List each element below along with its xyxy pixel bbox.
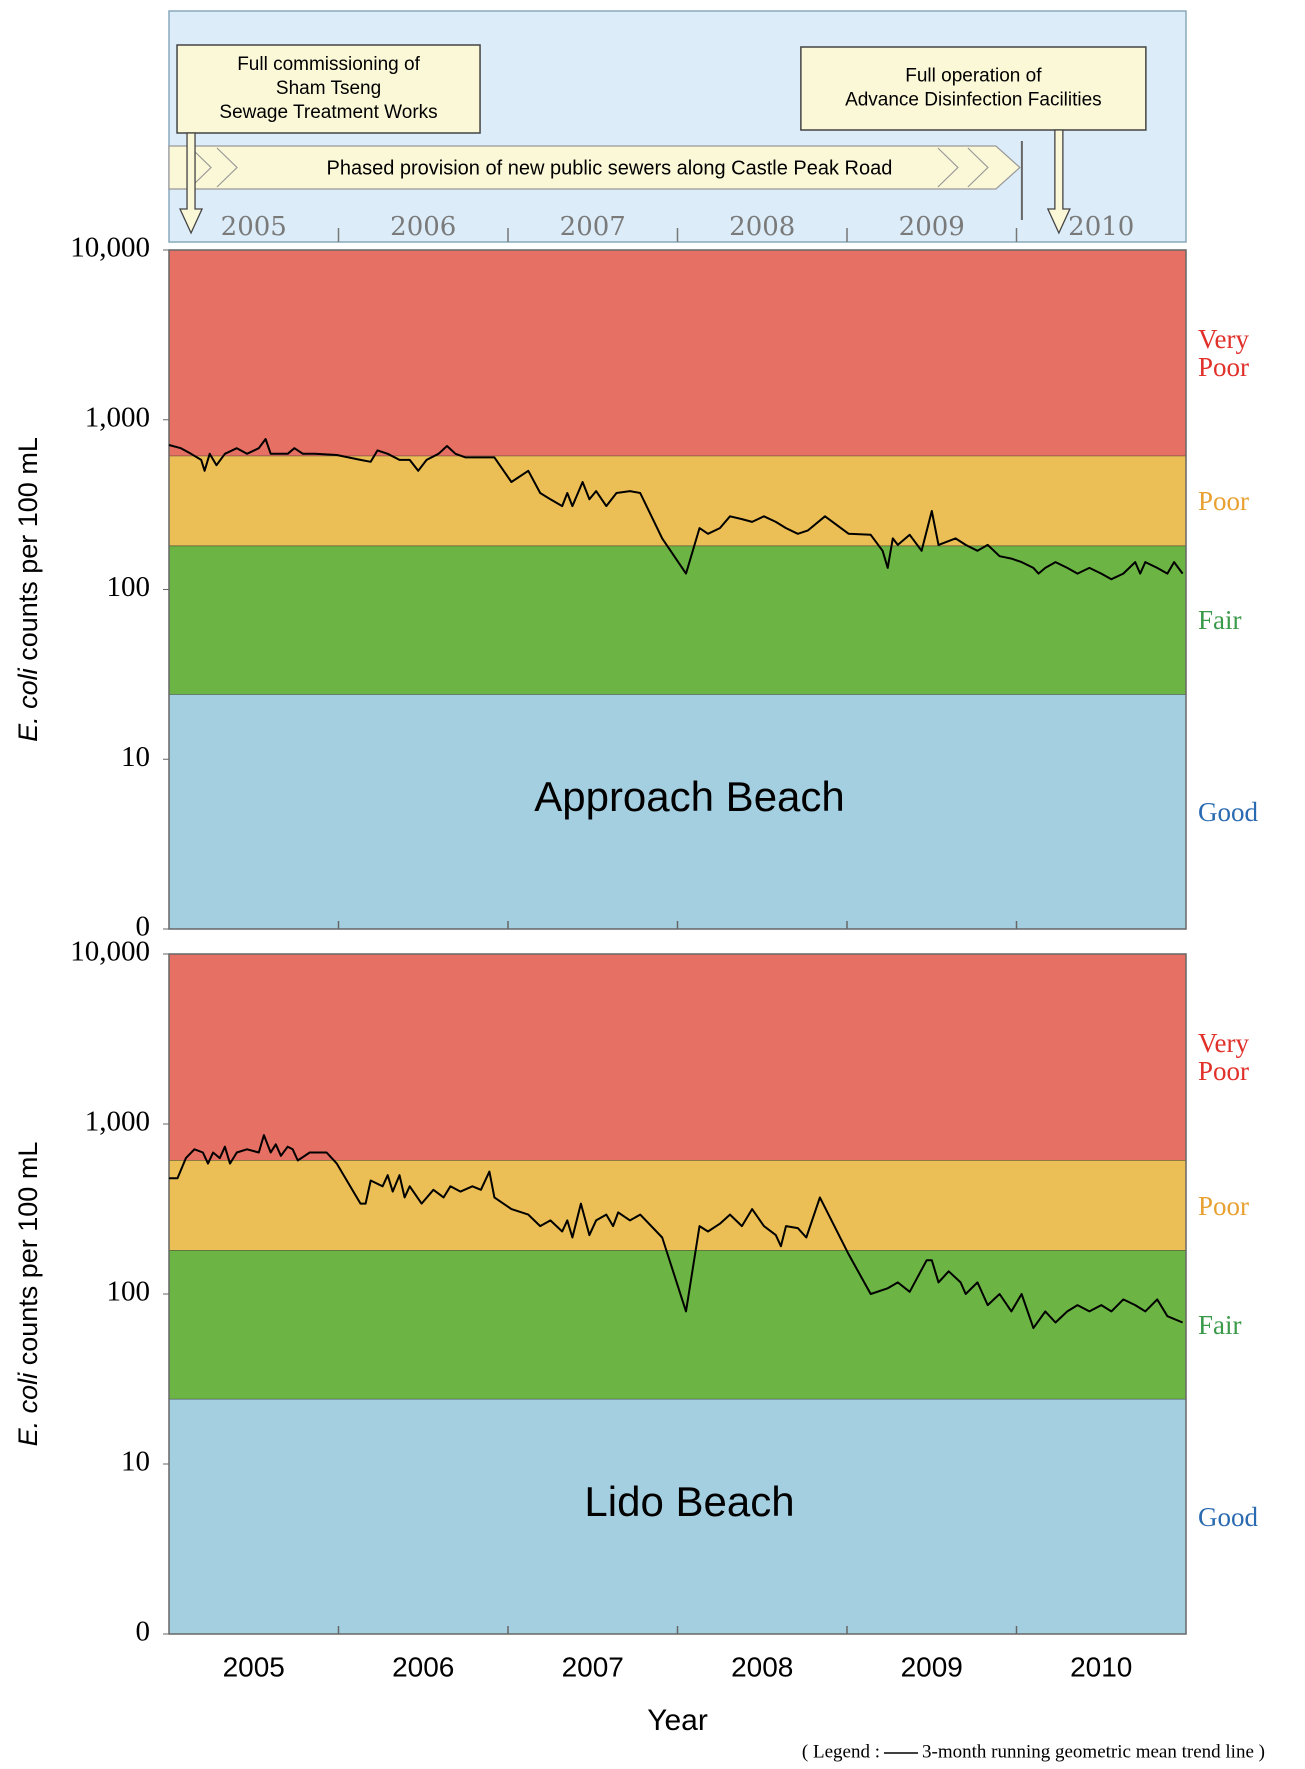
panel-title: Approach Beach bbox=[534, 773, 845, 820]
callout-arrow bbox=[1046, 129, 1071, 235]
panel-title: Lido Beach bbox=[584, 1478, 794, 1525]
chevron bbox=[190, 147, 212, 188]
x-tick-label: 2006 bbox=[392, 1651, 454, 1682]
x-axis-label: Year bbox=[647, 1704, 708, 1737]
y-tick-label: 10,000 bbox=[70, 936, 150, 968]
y-tick-label: 10 bbox=[121, 1446, 150, 1478]
y-tick-label: 1,000 bbox=[85, 1106, 150, 1138]
band-label: Very Poor bbox=[1198, 1028, 1250, 1087]
x-tick-label: 2008 bbox=[729, 212, 795, 242]
chevron bbox=[937, 147, 959, 188]
legend-prefix: ( Legend : bbox=[802, 1741, 880, 1762]
sewer-arrow bbox=[168, 145, 1021, 190]
x-tick-label: 2007 bbox=[560, 212, 626, 242]
y-axis-label-text: counts per 100 mL bbox=[13, 437, 43, 661]
x-tick-label: 2009 bbox=[901, 1651, 963, 1682]
band-label: Poor bbox=[1198, 486, 1250, 517]
y-axis-label-italic: E. coli bbox=[13, 1372, 43, 1447]
x-tick-label: 2007 bbox=[562, 1651, 624, 1682]
trend-line bbox=[168, 438, 1184, 581]
x-tick-label: 2010 bbox=[1070, 1651, 1132, 1682]
band-label: Very Poor bbox=[1198, 324, 1250, 383]
y-tick-label: 10 bbox=[121, 741, 150, 773]
x-tick-label: 2009 bbox=[899, 212, 965, 242]
band-label: Good bbox=[1198, 796, 1258, 827]
band-label: Fair bbox=[1198, 1309, 1242, 1340]
callout-text: Sewage Treatment Works bbox=[219, 102, 437, 123]
callout-text: Full operation of bbox=[905, 66, 1042, 87]
x-tick-label: 2008 bbox=[731, 1651, 793, 1682]
y-axis-label-italic: E. coli bbox=[13, 667, 43, 742]
callout-box bbox=[800, 46, 1147, 131]
quality-band bbox=[169, 954, 1186, 1161]
quality-band bbox=[169, 456, 1186, 547]
callout-text: Sham Tseng bbox=[276, 78, 381, 99]
y-tick-label: 100 bbox=[107, 571, 151, 603]
quality-band bbox=[169, 1160, 1186, 1251]
callout-text: Advance Disinfection Facilities bbox=[845, 90, 1102, 111]
quality-band bbox=[169, 546, 1186, 695]
trend-line bbox=[169, 1134, 1183, 1330]
callout-text: Full commissioning of bbox=[237, 54, 420, 75]
band-label: Fair bbox=[1198, 605, 1242, 636]
x-tick-label: 2010 bbox=[1068, 212, 1134, 242]
chevron bbox=[967, 147, 989, 188]
x-tick-label: 2006 bbox=[390, 212, 456, 242]
callout-arrow bbox=[179, 132, 204, 235]
legend-text: 3-month running geometric mean trend lin… bbox=[922, 1741, 1265, 1762]
band-label: Poor bbox=[1198, 1190, 1250, 1221]
quality-band bbox=[169, 1399, 1186, 1634]
y-tick-label: 10,000 bbox=[70, 232, 150, 264]
quality-band bbox=[169, 250, 1186, 457]
y-tick-label: 100 bbox=[107, 1276, 151, 1308]
y-tick-label: 1,000 bbox=[85, 401, 150, 433]
y-tick-label: 0 bbox=[136, 911, 151, 943]
y-axis-label-text: counts per 100 mL bbox=[13, 1142, 43, 1366]
x-tick-label: 2005 bbox=[221, 212, 287, 242]
sewer-text: Phased provision of new public sewers al… bbox=[326, 157, 892, 179]
y-axis-label: E. coli counts per 100 mL bbox=[13, 437, 43, 742]
x-tick-label: 2005 bbox=[223, 1651, 285, 1682]
y-tick-label: 0 bbox=[136, 1616, 151, 1648]
quality-band bbox=[169, 694, 1186, 929]
quality-band bbox=[169, 1250, 1186, 1400]
callout-box bbox=[176, 44, 481, 134]
chevron bbox=[216, 147, 238, 188]
y-axis-label: E. coli counts per 100 mL bbox=[13, 1142, 43, 1447]
band-label: Good bbox=[1198, 1501, 1258, 1532]
